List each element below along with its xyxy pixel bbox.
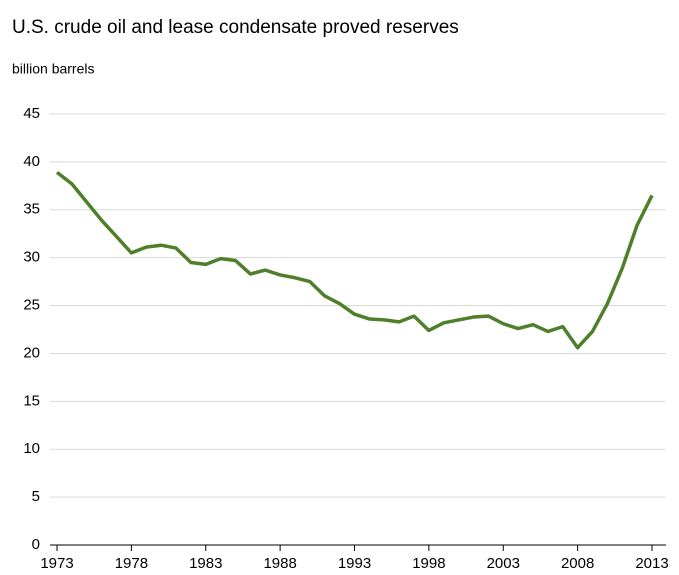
- y-tick-label: 40: [23, 153, 40, 170]
- x-tick-label: 1988: [263, 555, 296, 572]
- x-tick-label: 1973: [40, 555, 73, 572]
- y-axis-label: billion barrels: [12, 61, 94, 77]
- y-tick-label: 35: [23, 201, 40, 218]
- y-tick-label: 15: [23, 392, 40, 409]
- x-tick-label: 2003: [487, 555, 520, 572]
- y-tick-label: 5: [32, 488, 40, 505]
- line-series: [55, 171, 654, 350]
- x-tick-label: 2013: [635, 555, 668, 572]
- y-tick-label: 45: [23, 105, 40, 122]
- x-tick-label: 1978: [115, 555, 148, 572]
- y-tick-label: 20: [23, 344, 40, 361]
- y-tick-label: 25: [23, 297, 40, 314]
- x-tick-label: 1983: [189, 555, 222, 572]
- x-tick-label: 2008: [561, 555, 594, 572]
- y-tick-label: 30: [23, 249, 40, 266]
- y-tick-label: 0: [32, 536, 40, 553]
- y-tick-label: 10: [23, 440, 40, 457]
- x-tick-label: 1998: [412, 555, 445, 572]
- chart-title: U.S. crude oil and lease condensate prov…: [12, 17, 459, 38]
- x-tick-label: 1993: [338, 555, 371, 572]
